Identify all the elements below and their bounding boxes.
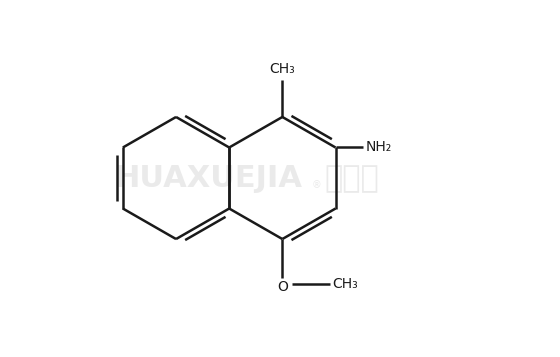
Text: CH₃: CH₃: [269, 62, 295, 76]
Text: O: O: [277, 280, 288, 295]
Text: ®: ®: [311, 181, 321, 191]
Text: NH₂: NH₂: [365, 141, 391, 155]
Text: 化学加: 化学加: [325, 164, 380, 193]
Text: CH₃: CH₃: [332, 277, 358, 291]
Text: HUAXUEJIA: HUAXUEJIA: [114, 164, 302, 193]
